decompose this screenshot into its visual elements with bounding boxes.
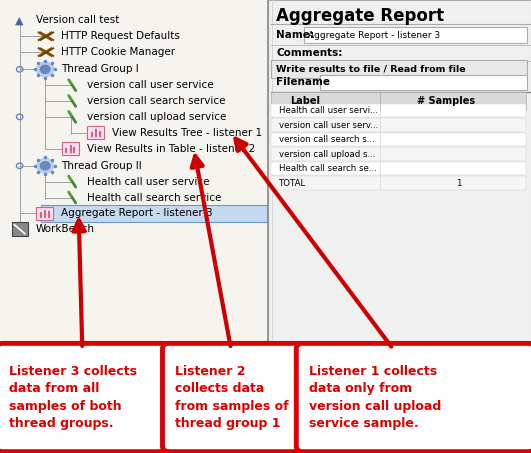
Text: HTTP Cookie Manager: HTTP Cookie Manager	[61, 47, 175, 57]
Text: Listener 1 collects
data only from
version call upload
service sample.: Listener 1 collects data only from versi…	[309, 365, 441, 430]
Text: Health call search se...: Health call search se...	[279, 164, 376, 173]
Circle shape	[40, 162, 50, 170]
Text: WorkBench: WorkBench	[36, 224, 95, 234]
Text: version call user service: version call user service	[87, 80, 213, 90]
FancyBboxPatch shape	[0, 0, 268, 236]
Text: Name:: Name:	[276, 30, 314, 40]
FancyBboxPatch shape	[271, 104, 526, 117]
FancyBboxPatch shape	[271, 133, 526, 146]
Text: version call user serv...: version call user serv...	[279, 120, 378, 130]
Text: Health call user servi...: Health call user servi...	[279, 106, 378, 115]
Text: Aggregate Report - listener 3: Aggregate Report - listener 3	[308, 31, 440, 40]
Text: Thread Group II: Thread Group II	[61, 161, 142, 171]
Text: TOTAL: TOTAL	[279, 178, 306, 188]
FancyBboxPatch shape	[296, 343, 531, 452]
Text: HTTP Request Defaults: HTTP Request Defaults	[61, 31, 180, 41]
Text: View Results in Table - listener 2: View Results in Table - listener 2	[87, 144, 255, 154]
FancyBboxPatch shape	[271, 118, 526, 132]
Circle shape	[40, 65, 50, 73]
Text: ▲: ▲	[15, 15, 24, 25]
Circle shape	[37, 62, 54, 77]
Text: Comments:: Comments:	[276, 48, 342, 58]
FancyBboxPatch shape	[62, 142, 79, 155]
FancyBboxPatch shape	[271, 147, 526, 161]
FancyBboxPatch shape	[271, 60, 527, 78]
FancyBboxPatch shape	[271, 162, 526, 175]
Text: Write results to file / Read from file: Write results to file / Read from file	[276, 64, 466, 73]
Text: View Results Tree - listener 1: View Results Tree - listener 1	[112, 128, 262, 138]
FancyBboxPatch shape	[271, 176, 526, 190]
Text: Listener 2
collects data
from samples of
thread group 1: Listener 2 collects data from samples of…	[175, 365, 289, 430]
Text: Label: Label	[290, 96, 320, 106]
FancyBboxPatch shape	[304, 27, 527, 43]
Text: version call upload s...: version call upload s...	[279, 149, 375, 159]
FancyBboxPatch shape	[162, 343, 305, 452]
Text: Aggregate Report: Aggregate Report	[276, 7, 444, 25]
FancyBboxPatch shape	[271, 92, 526, 110]
FancyBboxPatch shape	[87, 126, 104, 139]
Text: 1: 1	[457, 178, 462, 188]
Text: Thread Group I: Thread Group I	[61, 64, 139, 74]
Circle shape	[37, 159, 54, 173]
Text: Filename: Filename	[276, 77, 330, 87]
Text: Aggregate Report - listener 3: Aggregate Report - listener 3	[61, 208, 213, 218]
Text: Health call search service: Health call search service	[87, 193, 221, 202]
Text: version call search s...: version call search s...	[279, 135, 374, 144]
FancyBboxPatch shape	[0, 0, 268, 453]
Text: Listener 3 collects
data from all
samples of both
thread groups.: Listener 3 collects data from all sample…	[9, 365, 137, 430]
Text: version call upload service: version call upload service	[87, 112, 226, 122]
Text: Version call test: Version call test	[36, 15, 119, 25]
FancyBboxPatch shape	[320, 75, 527, 90]
Text: # Samples: # Samples	[417, 96, 475, 106]
FancyBboxPatch shape	[268, 0, 531, 453]
FancyBboxPatch shape	[12, 222, 28, 236]
FancyBboxPatch shape	[41, 205, 267, 222]
FancyBboxPatch shape	[36, 207, 53, 220]
Text: version call search service: version call search service	[87, 96, 225, 106]
Text: Health call user service: Health call user service	[87, 177, 209, 187]
FancyBboxPatch shape	[0, 343, 171, 452]
